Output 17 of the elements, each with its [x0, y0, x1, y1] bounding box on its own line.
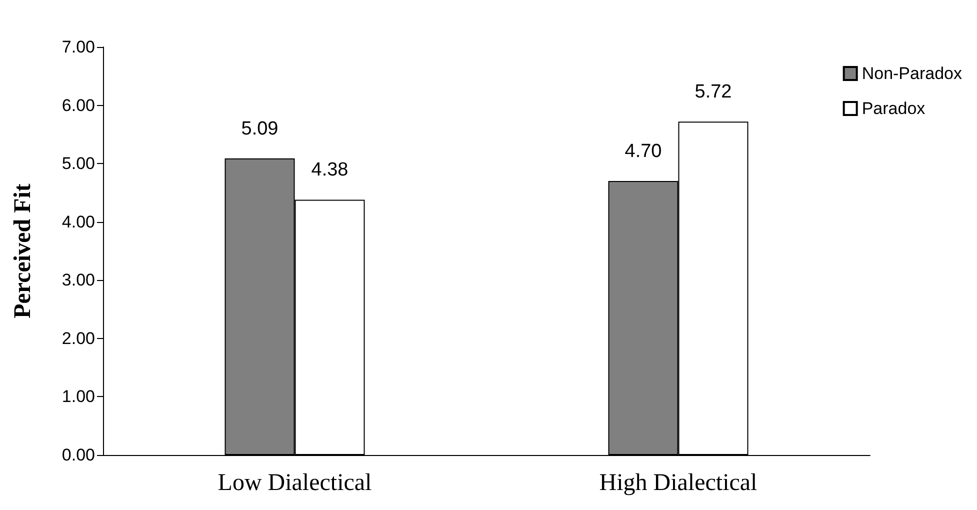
y-tick-label: 6.00 [62, 96, 95, 115]
legend-label: Non-Paradox [862, 64, 962, 83]
x-tick-label: Low Dialectical [218, 470, 372, 496]
y-tick-label: 1.00 [62, 387, 95, 406]
data-label: 5.72 [694, 82, 732, 103]
y-tick-label: 5.00 [62, 154, 95, 174]
x-tick-label: High Dialectical [599, 470, 758, 496]
y-tick-label: 2.00 [62, 328, 95, 348]
y-tick-label: 3.00 [62, 270, 95, 290]
y-tick-label: 0.00 [62, 446, 95, 464]
y-axis-title: Perceived Fit [10, 184, 36, 318]
data-label: 4.38 [311, 160, 348, 181]
legend-label: Paradox [862, 99, 926, 118]
data-label: 4.70 [624, 141, 662, 162]
y-tick-label: 7.00 [62, 38, 95, 56]
y-tick-label: 4.00 [62, 212, 95, 232]
data-label: 5.09 [241, 118, 278, 140]
